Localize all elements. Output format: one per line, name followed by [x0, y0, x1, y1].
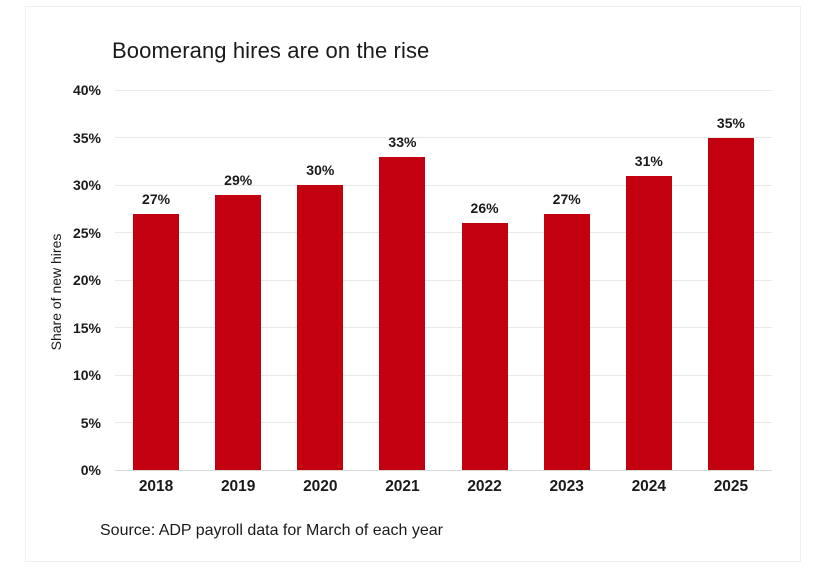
x-tick-label: 2025 — [713, 478, 749, 495]
y-tick-label: 25% — [72, 224, 101, 241]
bar-value-label: 31% — [634, 152, 663, 169]
gridline — [115, 422, 772, 423]
x-tick-label: 2018 — [138, 478, 174, 495]
bar-value-label: 29% — [224, 171, 253, 188]
bar-2021 — [379, 156, 426, 470]
bar-value-label: 33% — [388, 133, 417, 150]
chart-title: Boomerang hires are on the rise — [112, 38, 430, 63]
gridline — [115, 232, 772, 233]
y-tick-label: 35% — [72, 129, 101, 146]
x-tick-label: 2024 — [631, 478, 667, 495]
bar-2019 — [215, 194, 262, 470]
bar-2022 — [461, 223, 508, 470]
bar-value-label: 35% — [716, 114, 745, 131]
x-tick-label: 2021 — [385, 478, 420, 495]
bar-2018 — [133, 213, 180, 470]
gridline — [115, 327, 772, 328]
y-tick-label: 5% — [80, 414, 101, 431]
bar-2020 — [297, 185, 344, 470]
gridline — [115, 374, 772, 376]
x-tick-label: 2022 — [467, 478, 502, 495]
bar-value-label: 26% — [470, 200, 499, 216]
bar-value-label: 27% — [552, 190, 581, 207]
bar-2023 — [543, 213, 590, 470]
y-tick-label: 20% — [72, 272, 101, 288]
x-tick-label: 2019 — [220, 478, 256, 495]
x-tick-label: 2020 — [303, 478, 338, 495]
bar-2025 — [707, 137, 754, 470]
x-axis-baseline — [115, 469, 772, 471]
gridline — [115, 89, 772, 91]
y-tick-label: 15% — [72, 319, 101, 336]
x-tick-label: 2023 — [549, 478, 584, 495]
gridline — [115, 184, 772, 186]
y-tick-label: 10% — [72, 367, 101, 383]
bar-2024 — [625, 175, 672, 470]
y-tick-label: 0% — [80, 462, 101, 478]
bar-value-label: 27% — [142, 190, 171, 207]
source-note: Source: ADP payroll data for March of ea… — [100, 522, 443, 539]
bar-value-label: 30% — [306, 162, 335, 178]
gridline — [115, 137, 772, 138]
y-tick-label: 40% — [72, 82, 101, 98]
gridline — [115, 279, 772, 281]
y-tick-label: 30% — [72, 177, 101, 193]
